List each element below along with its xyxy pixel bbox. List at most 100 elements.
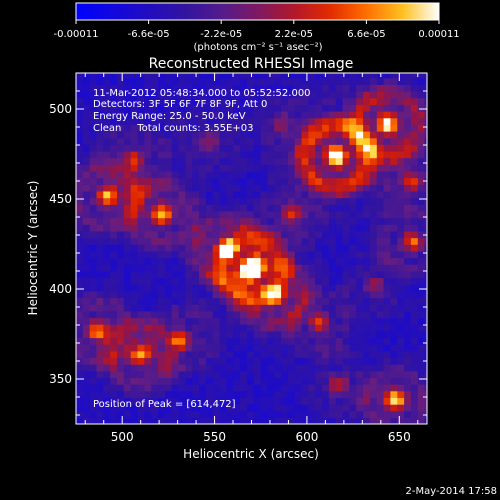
annotation-detectors: Detectors: 3F 5F 6F 7F 8F 9F, Att 0 xyxy=(93,99,267,110)
heatmap-cell xyxy=(76,317,84,325)
heatmap-cell xyxy=(322,390,330,398)
heatmap-cell xyxy=(260,204,268,212)
heatmap-cell xyxy=(322,364,330,372)
heatmap-cell xyxy=(171,390,180,398)
heatmap-cell xyxy=(246,284,255,292)
heatmap-cell xyxy=(342,284,350,292)
heatmap-cell xyxy=(397,250,405,259)
heatmap-cell xyxy=(144,204,152,212)
heatmap-cell xyxy=(171,344,180,352)
heatmap-cell xyxy=(96,304,104,312)
heatmap-cell xyxy=(130,277,139,285)
heatmap-cell xyxy=(117,297,125,305)
heatmap-cell xyxy=(117,390,125,398)
heatmap-cell xyxy=(164,317,173,325)
heatmap-cell xyxy=(253,217,262,225)
heatmap-cell xyxy=(178,330,186,339)
heatmap-cell xyxy=(233,117,241,125)
heatmap-cell xyxy=(410,344,419,352)
heatmap-cell xyxy=(103,170,111,179)
heatmap-cell xyxy=(363,184,371,192)
heatmap-cell xyxy=(185,177,193,185)
heatmap-cell xyxy=(404,277,412,285)
heatmap-cell xyxy=(76,144,84,152)
heatmap-cell xyxy=(117,117,125,125)
heatmap-cell xyxy=(89,317,98,325)
heatmap-cell xyxy=(301,157,309,165)
annotation-time-range: 11-Mar-2012 05:48:34.000 to 05:52:52.000 xyxy=(93,88,311,99)
heatmap-cell xyxy=(376,177,385,185)
heatmap-cell xyxy=(110,277,118,285)
heatmap-cell xyxy=(178,317,186,325)
heatmap-cell xyxy=(383,397,391,405)
heatmap-cell xyxy=(390,264,398,272)
heatmap-cell xyxy=(267,370,275,378)
heatmap-cell xyxy=(199,144,207,152)
heatmap-cell xyxy=(342,224,350,232)
heatmap-cell xyxy=(356,377,364,385)
heatmap-cell xyxy=(164,224,173,232)
heatmap-cell xyxy=(274,124,282,132)
heatmap-cell xyxy=(103,417,111,424)
heatmap-cell xyxy=(349,131,357,139)
heatmap-cell xyxy=(171,310,180,319)
heatmap-cell xyxy=(397,73,405,79)
heatmap-cell xyxy=(185,344,193,352)
heatmap-cell xyxy=(342,350,350,358)
heatmap-cell xyxy=(96,210,104,219)
heatmap-cell xyxy=(240,217,248,225)
y-tick-label: 450 xyxy=(49,192,72,206)
heatmap-cell xyxy=(301,177,309,185)
heatmap-cell xyxy=(356,124,364,132)
heatmap-cell xyxy=(246,137,255,145)
heatmap-cell xyxy=(110,97,118,105)
heatmap-cell xyxy=(301,384,309,392)
heatmap-cell xyxy=(89,197,98,205)
heatmap-cell xyxy=(89,337,98,345)
heatmap-cell xyxy=(253,330,262,339)
heatmap-cell xyxy=(205,364,214,372)
heatmap-cell xyxy=(287,244,296,252)
heatmap-cell xyxy=(110,297,118,305)
heatmap-cell xyxy=(205,357,214,365)
heatmap-cell xyxy=(240,124,248,132)
heatmap-cell xyxy=(205,104,214,112)
heatmap-cell xyxy=(123,330,132,339)
heatmap-cell xyxy=(267,197,275,205)
heatmap-cell xyxy=(144,164,152,172)
heatmap-cell xyxy=(356,330,364,339)
heatmap-cell xyxy=(76,204,84,212)
heatmap-cell xyxy=(130,177,139,185)
heatmap-cell xyxy=(178,264,186,272)
heatmap-cell xyxy=(410,417,419,424)
heatmap-cell xyxy=(301,197,309,205)
heatmap-cell xyxy=(89,284,98,292)
heatmap-cell xyxy=(274,277,282,285)
heatmap-cell xyxy=(369,390,378,398)
heatmap-cell xyxy=(322,350,330,358)
heatmap-cell xyxy=(328,73,337,79)
heatmap-cell xyxy=(417,73,426,79)
heatmap-cell xyxy=(424,157,427,165)
heatmap-cell xyxy=(171,410,180,418)
heatmap-cell xyxy=(376,350,385,358)
heatmap-cell xyxy=(171,417,180,424)
heatmap-cell xyxy=(219,164,227,172)
heatmap-cell xyxy=(274,77,282,85)
heatmap-cell xyxy=(260,124,268,132)
heatmap-cell xyxy=(240,250,248,259)
heatmap-cell xyxy=(363,150,371,159)
heatmap-cell xyxy=(267,111,275,119)
heatmap-cell xyxy=(219,290,227,299)
heatmap-cell xyxy=(328,117,337,125)
heatmap-cell xyxy=(144,304,152,312)
heatmap-cell xyxy=(82,304,91,312)
heatmap-cell xyxy=(383,170,391,179)
heatmap-cell xyxy=(383,217,391,225)
heatmap-cell xyxy=(397,84,405,92)
heatmap-cell xyxy=(424,390,427,398)
heatmap-cell xyxy=(376,137,385,145)
heatmap-cell xyxy=(82,150,91,159)
heatmap-cell xyxy=(82,377,91,385)
heatmap-cell xyxy=(226,270,234,279)
